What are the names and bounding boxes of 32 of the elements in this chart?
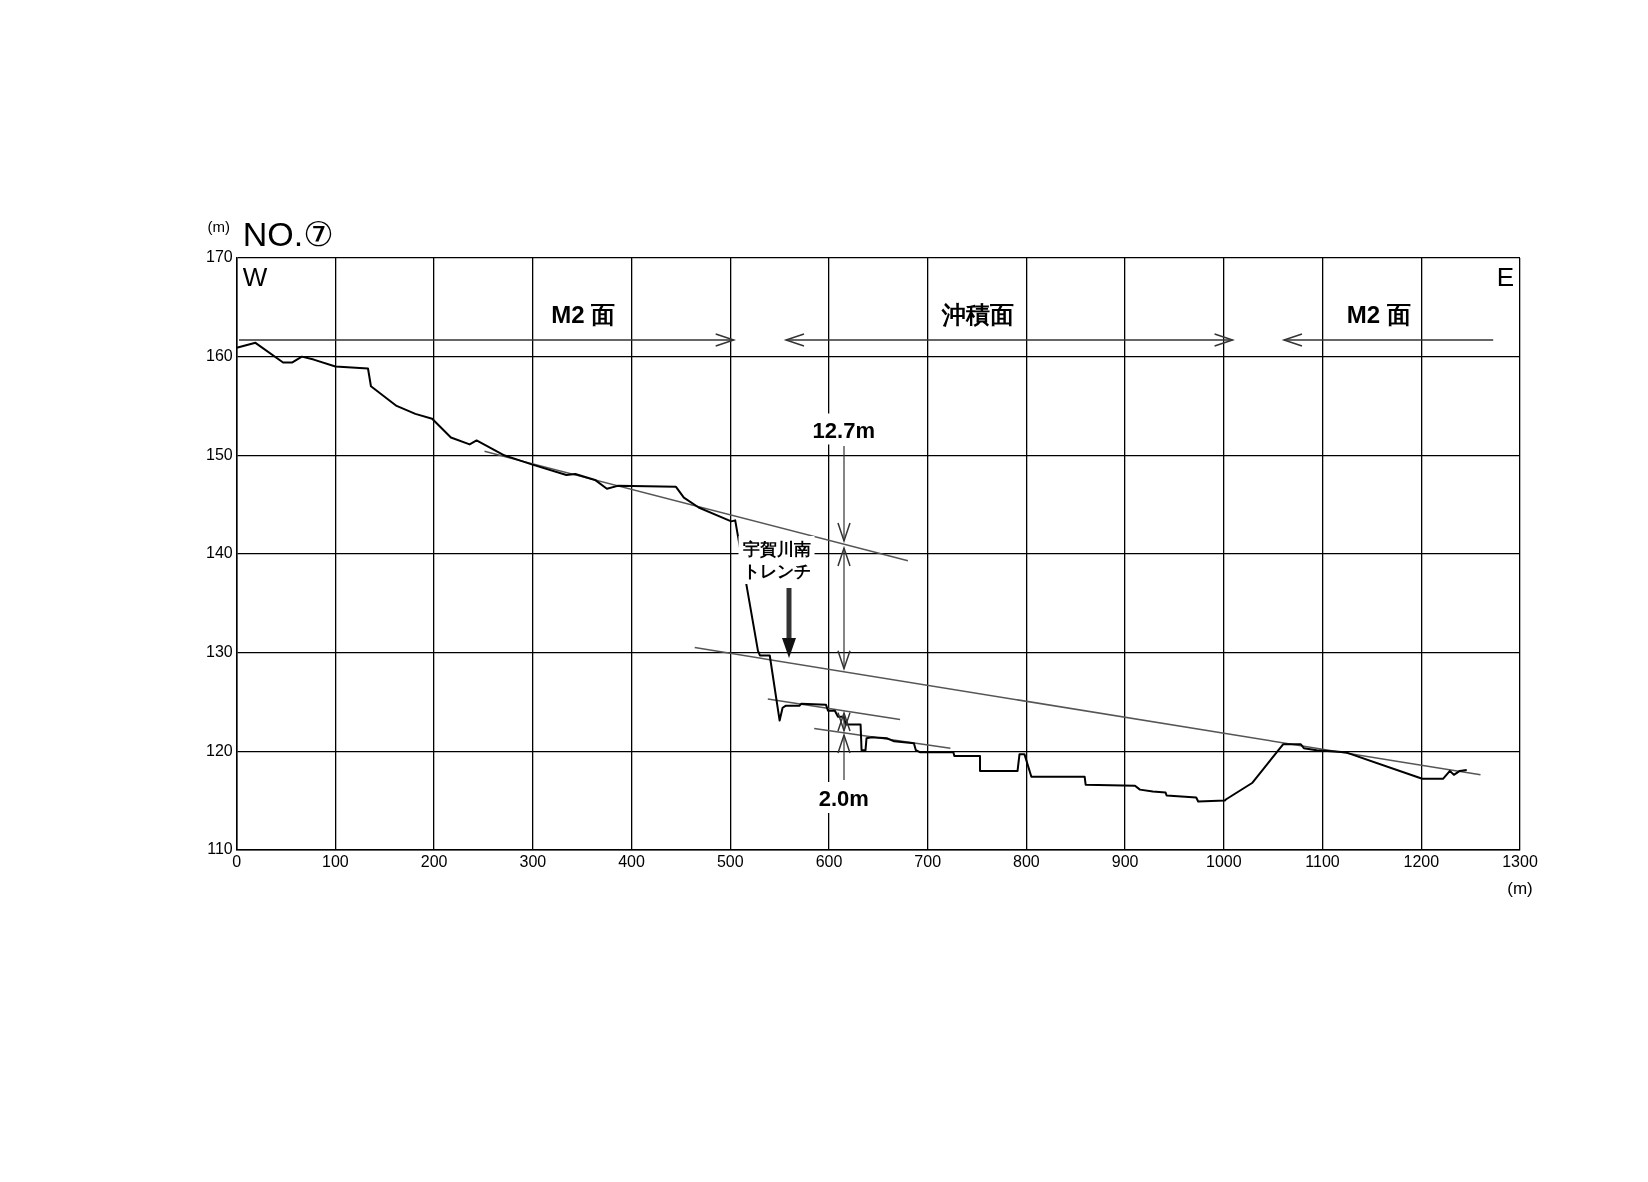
annotation: 宇賀川南トレンチ xyxy=(742,540,811,582)
annotation: 沖積面 xyxy=(941,301,1015,329)
x-tick-label: 700 xyxy=(914,852,942,870)
x-tick-label: 1300 xyxy=(1502,852,1538,870)
annotation: E xyxy=(1496,262,1514,292)
x-tick-label: 900 xyxy=(1111,852,1139,870)
x-tick-label: 1200 xyxy=(1403,852,1440,870)
y-axis-title: (m) xyxy=(207,218,230,235)
y-tick-label: 170 xyxy=(205,248,233,266)
x-tick-label: 500 xyxy=(716,852,744,870)
x-tick-label: 300 xyxy=(519,852,547,870)
x-tick-label: 800 xyxy=(1013,852,1040,870)
annotation: 12.7m xyxy=(812,417,875,443)
annotation: M2 面 xyxy=(1346,301,1411,329)
x-axis-title: (m) xyxy=(1507,878,1533,898)
y-tick-label: 130 xyxy=(205,642,233,660)
x-tick-label: 0 xyxy=(232,852,242,870)
y-tick-label: 120 xyxy=(205,741,233,759)
annotation: M2 面 xyxy=(551,301,616,329)
x-tick-label: 200 xyxy=(420,852,448,870)
y-tick-label: 110 xyxy=(207,840,233,858)
x-tick-label: 1000 xyxy=(1206,852,1242,870)
y-tick-label: 160 xyxy=(205,347,233,365)
x-tick-label: 600 xyxy=(815,852,843,870)
annotation: W xyxy=(242,262,268,292)
x-tick-label: 1100 xyxy=(1305,852,1340,870)
x-tick-label: 400 xyxy=(618,852,645,870)
chart-title: NO.⑦ xyxy=(242,215,334,253)
x-tick-label: 100 xyxy=(322,852,349,870)
y-tick-label: 150 xyxy=(205,445,233,463)
annotation: 2.0m xyxy=(818,785,869,811)
y-tick-label: 140 xyxy=(205,544,233,562)
